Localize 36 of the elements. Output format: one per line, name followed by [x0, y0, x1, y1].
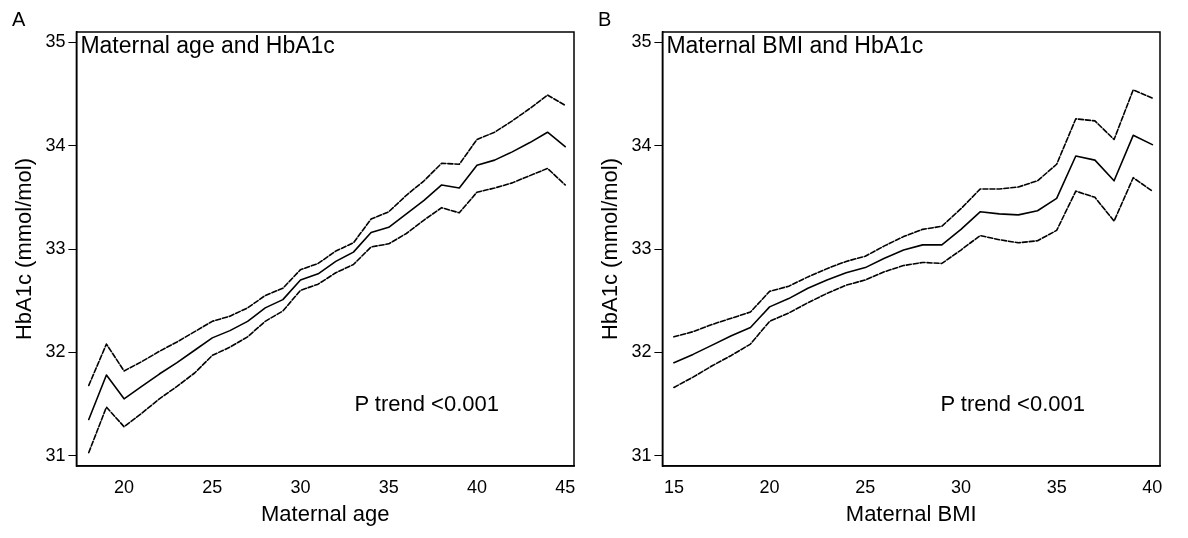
line-series	[87, 94, 566, 387]
x-tick-label: 40	[1142, 476, 1163, 497]
y-tick-label: 33	[631, 237, 652, 258]
y-tick-label: 35	[45, 31, 66, 52]
chart-title: Maternal age and HbA1c	[80, 31, 335, 58]
line-series	[673, 176, 1154, 389]
x-axis-title: Maternal BMI	[845, 500, 977, 526]
annotation: P trend <0.001	[940, 391, 1085, 417]
x-tick-label: 25	[202, 476, 223, 497]
y-tick-label: 35	[631, 31, 652, 52]
x-tick-label: 25	[855, 476, 876, 497]
y-tick-label: 34	[631, 134, 652, 155]
x-tick-label: 35	[1046, 476, 1067, 497]
text: B	[598, 7, 612, 30]
x-axis-title: Maternal age	[261, 500, 390, 526]
x-tick-label: 30	[290, 476, 311, 497]
y-tick-label: 31	[631, 444, 652, 465]
y-tick-label: 32	[631, 341, 652, 362]
text: A	[12, 7, 26, 30]
x-tick-label: 30	[950, 476, 971, 497]
y-tick-label: 34	[45, 134, 66, 155]
x-tick-label: 20	[114, 476, 135, 497]
line-series	[87, 167, 566, 454]
x-tick-label: 45	[555, 476, 576, 497]
annotation: P trend <0.001	[354, 391, 499, 417]
y-axis-title: HbA1c (mmol/mol)	[597, 157, 623, 341]
x-tick-label: 35	[378, 476, 399, 497]
x-tick-label: 40	[466, 476, 487, 497]
x-tick-label: 15	[663, 476, 684, 497]
y-tick-label: 32	[45, 341, 66, 362]
y-axis-title: HbA1c (mmol/mol)	[11, 157, 37, 341]
chart-title: Maternal BMI and HbA1c	[666, 31, 924, 58]
line-series	[673, 89, 1154, 338]
x-tick-label: 20	[759, 476, 780, 497]
y-tick-label: 31	[45, 444, 66, 465]
y-tick-label: 33	[45, 237, 66, 258]
